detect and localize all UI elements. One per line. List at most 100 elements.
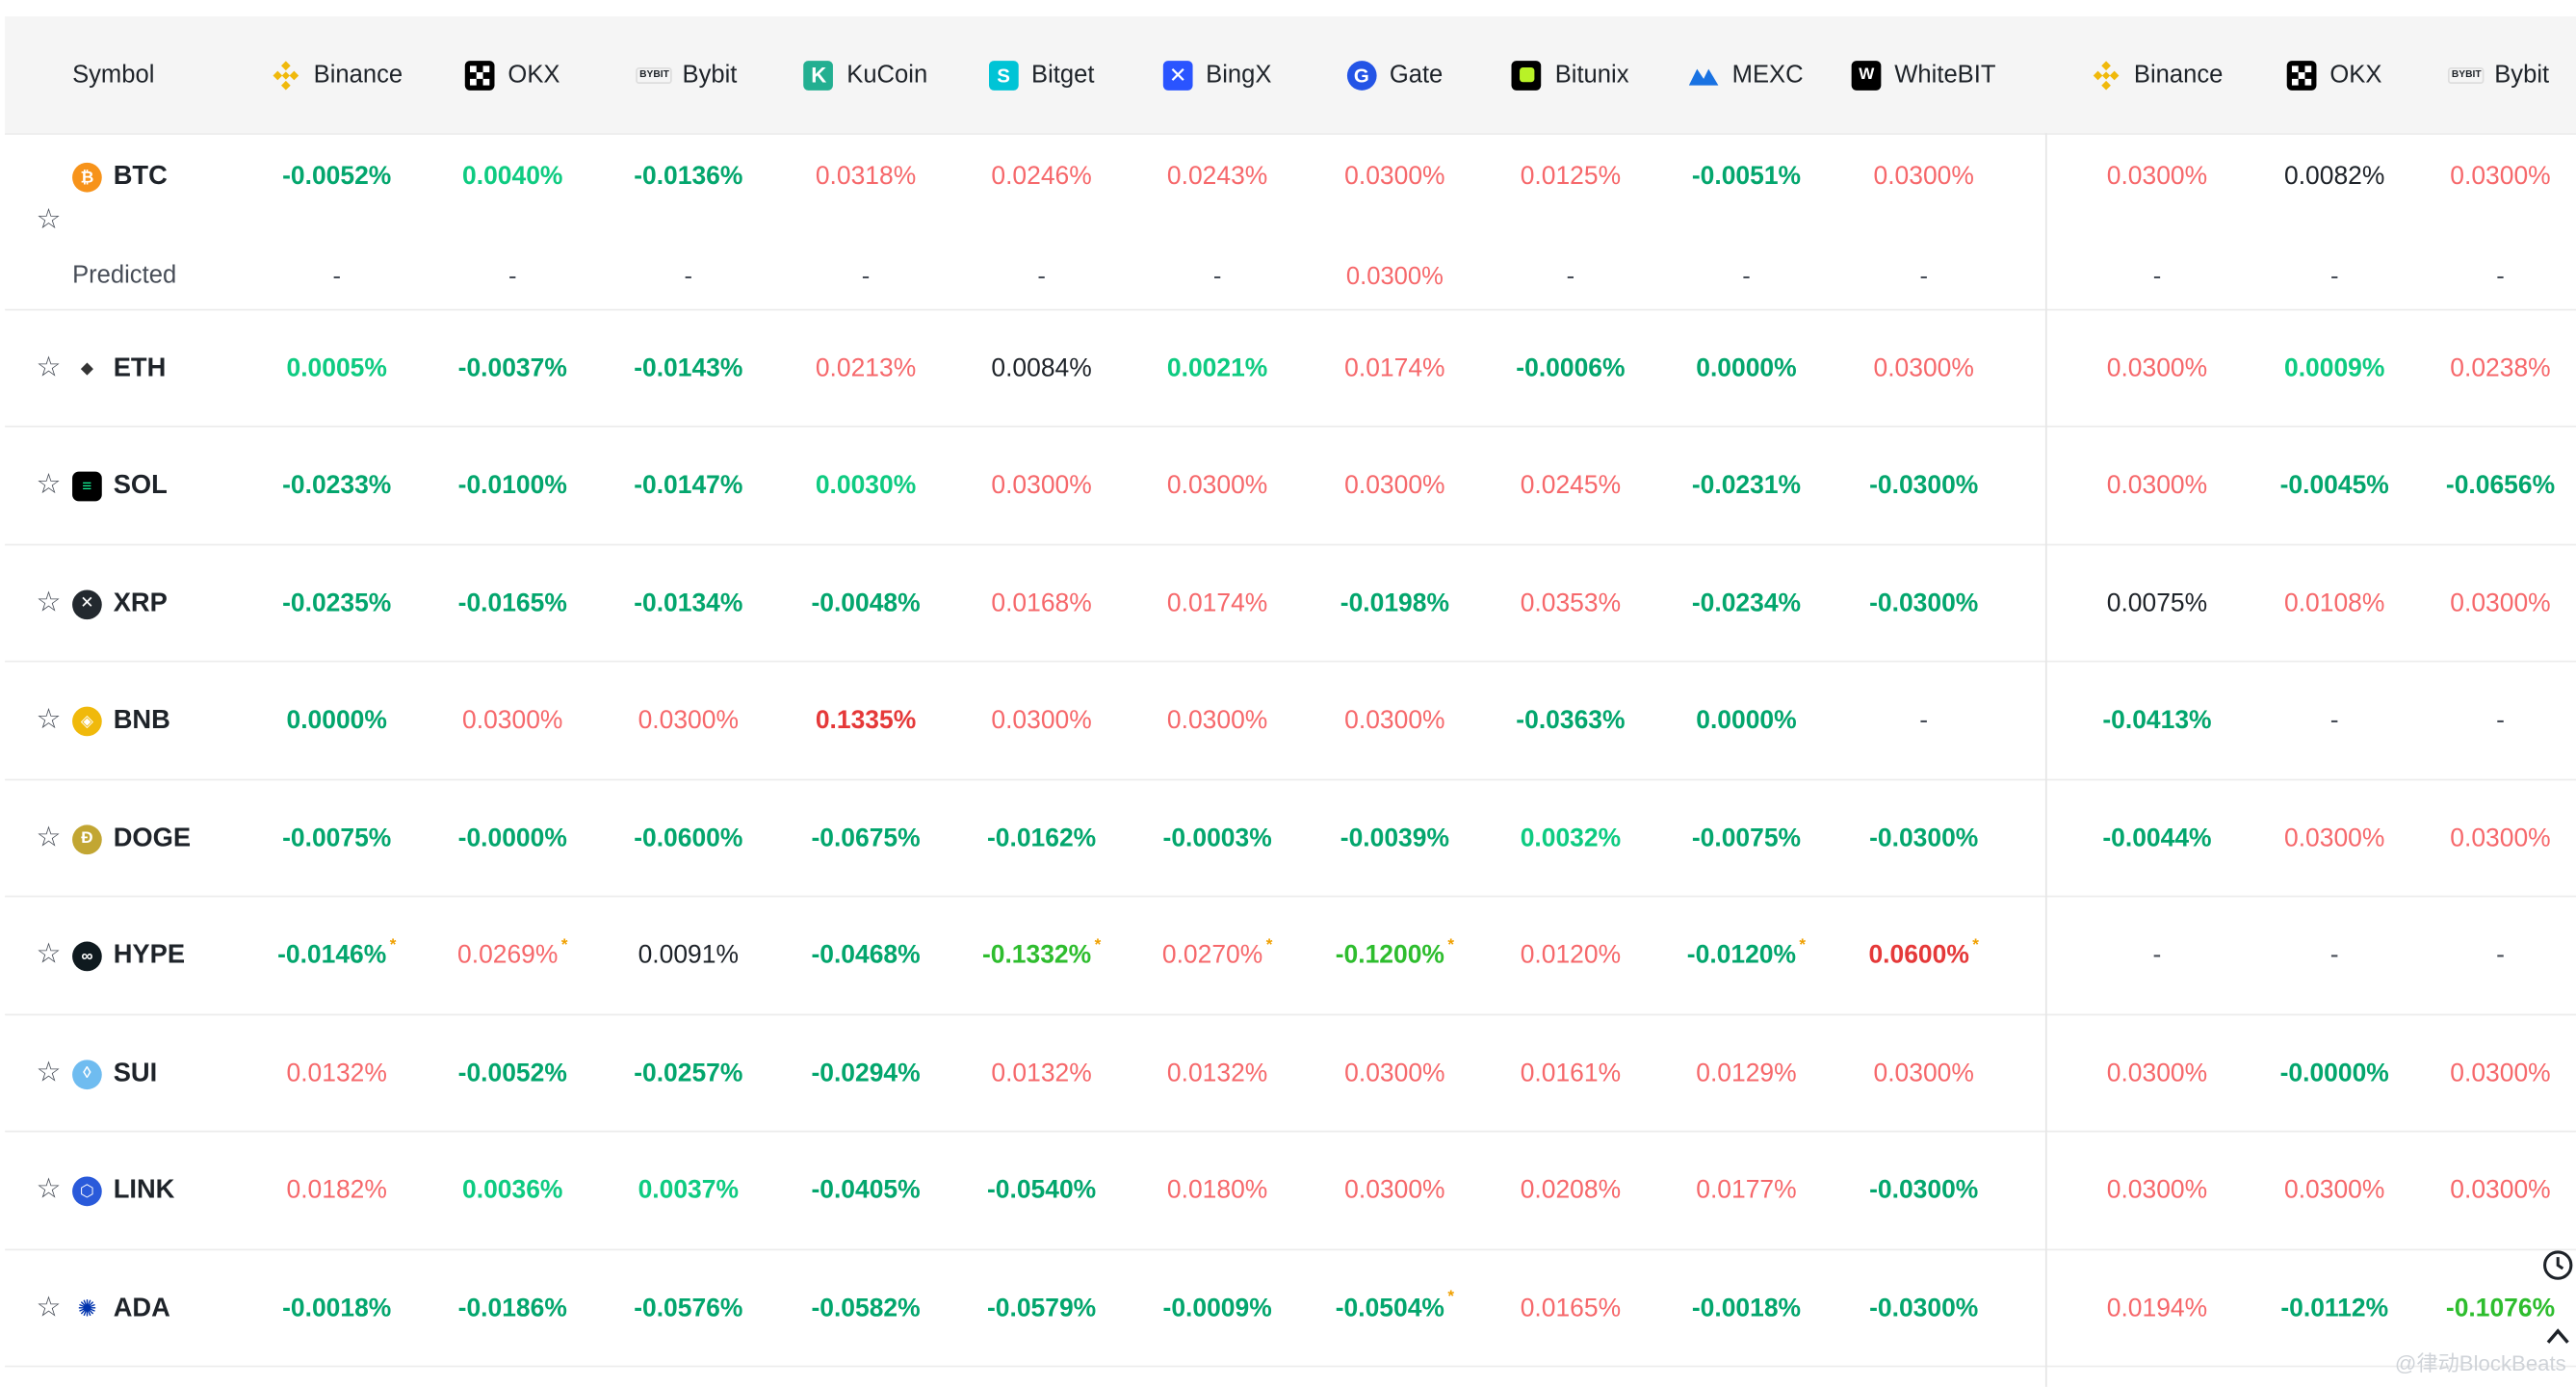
funding-rate-cell[interactable]: -0.0198% — [1305, 579, 1486, 628]
funding-rate-cell[interactable]: 0.0040% — [422, 153, 603, 202]
chevron-up-icon[interactable] — [2545, 1324, 2571, 1354]
funding-rate-cell[interactable]: 0.0161% — [1480, 1049, 1661, 1098]
funding-rate-cell[interactable]: 0.0037% — [598, 1166, 779, 1216]
funding-rate-cell[interactable]: 0.0182% — [247, 1166, 428, 1216]
funding-rate-cell[interactable]: 0.0208% — [1480, 1166, 1661, 1216]
funding-rate-cell[interactable]: -0.0052% — [247, 153, 428, 202]
funding-rate-cell[interactable]: -0.0048% — [775, 579, 956, 628]
predicted-rate-cell[interactable]: 0.0300% — [1305, 254, 1486, 297]
funding-rate-cell[interactable]: 0.0030% — [775, 461, 956, 510]
funding-rate-cell[interactable]: -0.0235% — [247, 579, 428, 628]
funding-rate-cell[interactable]: -0.0300% — [1834, 814, 2015, 863]
funding-rate-cell[interactable]: 0.1335% — [775, 696, 956, 746]
funding-rate-cell[interactable]: -0.0600% — [598, 814, 779, 863]
funding-rate-cell[interactable]: 0.0120% — [1480, 931, 1661, 981]
funding-rate-cell[interactable]: 0.0300% — [951, 696, 1132, 746]
funding-rate-cell[interactable]: 0.0125% — [1480, 153, 1661, 202]
symbol-cell[interactable]: ⬡ LINK — [72, 1173, 174, 1210]
funding-rate-cell[interactable]: -0.0039% — [1305, 814, 1486, 863]
funding-rate-cell[interactable]: 0.0270% * — [1127, 931, 1308, 981]
funding-rate-cell[interactable]: -0.0162% — [951, 814, 1132, 863]
table-row[interactable]: ☆ ✺ ADA -0.0018% -0.0186% -0.0576% -0.0582% -0.… — [5, 1250, 2576, 1368]
funding-rate-cell[interactable]: 0.0000% — [247, 696, 428, 746]
funding-rate-cell[interactable]: 0.0269% * — [422, 931, 603, 981]
funding-rate-cell[interactable]: -0.0051% — [1656, 153, 1837, 202]
funding-rate-cell[interactable]: -0.0136% — [598, 153, 779, 202]
symbol-column-header[interactable]: Symbol — [72, 16, 154, 133]
funding-rate-cell[interactable]: 0.0600% * — [1834, 931, 2015, 981]
funding-rate-cell[interactable]: 0.0300% — [951, 461, 1132, 510]
funding-rate-cell[interactable]: -0.0231% — [1656, 461, 1837, 510]
funding-rate-cell[interactable]: 0.0238% — [2410, 344, 2576, 393]
exchange-column-header[interactable]: OKX — [2236, 16, 2433, 133]
funding-rate-cell[interactable]: 0.0132% — [951, 1049, 1132, 1098]
funding-rate-cell[interactable]: 0.0300% — [2067, 461, 2248, 510]
favorite-star-icon[interactable]: ☆ — [36, 586, 62, 617]
exchange-column-header[interactable]: Binance — [238, 16, 435, 133]
funding-rate-cell[interactable]: -0.0112% — [2244, 1284, 2425, 1333]
funding-rate-cell[interactable]: 0.0243% — [1127, 153, 1308, 202]
symbol-cell[interactable]: ∞ HYPE — [72, 938, 185, 975]
exchange-column-header[interactable]: BYBIT Bybit — [589, 16, 787, 133]
favorite-star-icon[interactable]: ☆ — [36, 1056, 62, 1087]
funding-rate-cell[interactable]: -0.0143% — [598, 344, 779, 393]
funding-rate-cell[interactable]: 0.0300% — [1305, 1166, 1486, 1216]
funding-rate-cell[interactable]: -0.0468% — [775, 931, 956, 981]
funding-rate-cell[interactable]: 0.0005% — [247, 344, 428, 393]
symbol-cell[interactable]: Ð DOGE — [72, 821, 191, 857]
funding-rate-cell[interactable]: 0.0300% — [2067, 1166, 2248, 1216]
funding-rate-cell[interactable]: -0.0000% — [422, 814, 603, 863]
funding-rate-cell[interactable]: -0.0052% — [422, 1049, 603, 1098]
funding-rate-cell[interactable]: -0.0044% — [2067, 814, 2248, 863]
exchange-column-header[interactable]: W WhiteBIT — [1825, 16, 2022, 133]
exchange-column-header[interactable]: G Gate — [1296, 16, 1494, 133]
table-row[interactable]: ☆ Ð DOGE -0.0075% -0.0000% -0.0600% -0.0675% -0… — [5, 780, 2576, 898]
funding-rate-cell[interactable]: -0.0075% — [1656, 814, 1837, 863]
funding-rate-cell[interactable]: -0.0233% — [247, 461, 428, 510]
table-row[interactable]: ☆ ₿ BTC -0.0052% 0.0040% -0.0136% 0.0318% 0.024… — [5, 133, 2576, 311]
funding-rate-cell[interactable]: -0.0037% — [422, 344, 603, 393]
funding-rate-cell[interactable]: 0.0300% — [2067, 153, 2248, 202]
table-row[interactable]: ☆ ∞ HYPE -0.0146% * 0.0269% * 0.0091% -0.0468% -0… — [5, 897, 2576, 1016]
funding-rate-cell[interactable]: -0.0300% — [1834, 1166, 2015, 1216]
funding-rate-cell[interactable]: 0.0300% — [2410, 1049, 2576, 1098]
funding-rate-cell[interactable]: -0.1332% * — [951, 931, 1132, 981]
funding-rate-cell[interactable]: 0.0300% — [2067, 1049, 2248, 1098]
symbol-cell[interactable]: ◈ BNB — [72, 703, 170, 740]
funding-rate-cell[interactable]: -0.0582% — [775, 1284, 956, 1333]
funding-rate-cell[interactable]: 0.0300% — [1834, 1049, 2015, 1098]
funding-rate-cell[interactable]: 0.0194% — [2067, 1284, 2248, 1333]
funding-rate-cell[interactable]: -0.0186% — [422, 1284, 603, 1333]
symbol-cell[interactable]: ✕ XRP — [72, 586, 168, 622]
favorite-star-icon[interactable]: ☆ — [36, 203, 62, 235]
funding-rate-cell[interactable]: 0.0353% — [1480, 579, 1661, 628]
funding-rate-cell[interactable]: -0.0656% — [2410, 461, 2576, 510]
exchange-column-header[interactable]: K KuCoin — [768, 16, 965, 133]
funding-rate-cell[interactable]: 0.0300% — [598, 696, 779, 746]
favorite-star-icon[interactable]: ☆ — [36, 938, 62, 970]
funding-rate-cell[interactable]: 0.0032% — [1480, 814, 1661, 863]
funding-rate-cell[interactable]: -0.0576% — [598, 1284, 779, 1333]
table-row[interactable]: ☆ ≡ SOL -0.0233% -0.0100% -0.0147% 0.0030% 0.03… — [5, 428, 2576, 546]
funding-rate-cell[interactable]: 0.0082% — [2244, 153, 2425, 202]
funding-rate-cell[interactable]: 0.0318% — [775, 153, 956, 202]
funding-rate-cell[interactable]: 0.0300% — [1305, 153, 1486, 202]
funding-rate-cell[interactable]: -0.0675% — [775, 814, 956, 863]
table-row[interactable]: ☆ ◈ BNB 0.0000% 0.0300% 0.0300% 0.1335% 0.0300%… — [5, 663, 2576, 781]
funding-rate-cell[interactable]: 0.0177% — [1656, 1166, 1837, 1216]
funding-rate-cell[interactable]: 0.0021% — [1127, 344, 1308, 393]
funding-rate-cell[interactable]: -0.0405% — [775, 1166, 956, 1216]
funding-rate-cell[interactable]: 0.0300% — [2410, 814, 2576, 863]
funding-rate-cell[interactable]: 0.0075% — [2067, 579, 2248, 628]
exchange-column-header[interactable]: Bitunix — [1472, 16, 1670, 133]
funding-rate-cell[interactable]: -0.0294% — [775, 1049, 956, 1098]
table-row[interactable]: ☆ ✕ XRP -0.0235% -0.0165% -0.0134% -0.0048% 0.0… — [5, 545, 2576, 663]
favorite-star-icon[interactable]: ☆ — [36, 1173, 62, 1205]
funding-rate-cell[interactable]: -0.0300% — [1834, 579, 2015, 628]
favorite-star-icon[interactable]: ☆ — [36, 351, 62, 382]
funding-rate-cell[interactable]: 0.0300% — [2067, 344, 2248, 393]
funding-rate-cell[interactable]: -0.0165% — [422, 579, 603, 628]
funding-rate-cell[interactable]: -0.0100% — [422, 461, 603, 510]
funding-rate-cell[interactable]: -0.0134% — [598, 579, 779, 628]
funding-rate-cell[interactable]: 0.0000% — [1656, 344, 1837, 393]
